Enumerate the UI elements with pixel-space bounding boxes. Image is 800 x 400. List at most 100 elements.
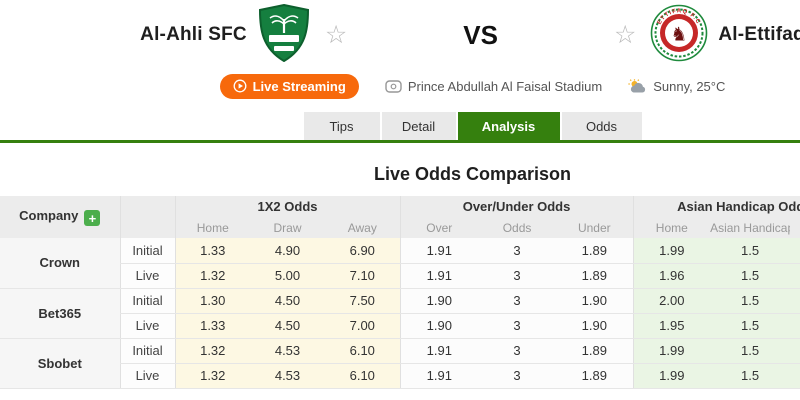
odds-ah-handicap: 1.5 xyxy=(710,313,791,339)
tab-tips[interactable]: Tips xyxy=(303,112,380,140)
analysis-panel: Live Odds Comparison Company + 1X2 Odds O… xyxy=(0,164,800,389)
odds-ah-away-hidden xyxy=(790,338,800,364)
odds-1x2-away: 6.10 xyxy=(325,363,401,389)
tab-underline xyxy=(0,140,800,143)
odds-ou-under: 1.89 xyxy=(556,263,634,289)
group-header-1x2: 1X2 Odds xyxy=(175,196,401,217)
tab-detail[interactable]: Detail xyxy=(381,112,456,140)
odds-ah-away-hidden xyxy=(790,313,800,339)
odds-1x2-home: 1.33 xyxy=(175,313,250,339)
live-streaming-label: Live Streaming xyxy=(252,78,346,94)
home-team-name: Al-Ahli SFC xyxy=(140,24,247,45)
sub-header-1x2-draw: Draw xyxy=(250,217,325,238)
tabs: Tips Detail Analysis Odds xyxy=(0,112,800,140)
home-favorite-star-icon[interactable]: ☆ xyxy=(324,20,348,49)
odds-ah-away-hidden xyxy=(790,263,800,289)
group-header-over-under: Over/Under Odds xyxy=(399,196,634,217)
odds-ou-odds: 3 xyxy=(478,238,557,264)
add-company-button[interactable]: + xyxy=(84,210,101,227)
odds-ou-over: 1.91 xyxy=(399,238,479,264)
odds-1x2-home: 1.30 xyxy=(175,288,250,314)
company-header-label: Company xyxy=(19,207,79,223)
odds-row-sbobet-live: Live 1.32 4.53 6.10 1.91 3 1.89 1.99 1.5 xyxy=(0,363,800,389)
odds-1x2-home: 1.33 xyxy=(175,238,250,264)
stage-cell: Live xyxy=(119,363,176,389)
tab-bar: Tips Detail Analysis Odds xyxy=(0,112,800,143)
odds-ah-away-hidden xyxy=(790,363,800,389)
sub-header-1x2-away: Away xyxy=(325,217,401,238)
stage-cell: Live xyxy=(119,263,176,289)
odds-row-bet365-live: Live 1.33 4.50 7.00 1.90 3 1.90 1.95 1.5 xyxy=(0,313,800,339)
odds-ah-handicap: 1.5 xyxy=(710,338,791,364)
live-streaming-button[interactable]: Live Streaming xyxy=(219,73,359,99)
odds-ou-odds: 3 xyxy=(478,338,557,364)
odds-ah-handicap: 1.5 xyxy=(710,288,791,314)
odds-1x2-draw: 4.53 xyxy=(250,338,325,364)
sub-header-ah-away-hidden xyxy=(790,217,800,238)
sub-header-ou-over: Over xyxy=(399,217,479,238)
odds-ou-over: 1.90 xyxy=(399,288,479,314)
plus-icon: + xyxy=(88,210,97,226)
shield-badge-icon xyxy=(258,3,309,62)
odds-1x2-home: 1.32 xyxy=(175,363,250,389)
odds-ou-under: 1.89 xyxy=(556,363,634,389)
home-team: Al-Ahli SFC ☆ xyxy=(140,3,348,67)
odds-ah-away-hidden xyxy=(790,238,800,264)
circle-badge-icon: ETTIFAQ F.C ♞ xyxy=(651,4,708,61)
sub-header-ah-handicap: Asian Handicap xyxy=(710,217,791,238)
company-cell: Crown xyxy=(0,238,120,289)
odds-1x2-draw: 4.50 xyxy=(250,313,325,339)
stage-header-cell xyxy=(120,196,176,238)
odds-row-crown-initial: Crown Initial 1.33 4.90 6.90 1.91 3 1.89 1.99 1.5 xyxy=(0,238,800,289)
teams-row: Al-Ahli SFC ☆ VS ☆ xyxy=(0,0,800,64)
stage-cell: Live xyxy=(119,313,176,339)
play-icon xyxy=(233,79,247,93)
odds-1x2-draw: 4.53 xyxy=(250,363,325,389)
odds-ah-home: 1.96 xyxy=(632,263,711,289)
page-title: Live Odds Comparison xyxy=(373,164,572,184)
odds-ah-handicap: 1.5 xyxy=(710,238,791,264)
stage-cell: Initial xyxy=(119,238,176,264)
away-favorite-star-icon[interactable]: ☆ xyxy=(613,20,637,49)
odds-ou-over: 1.91 xyxy=(399,338,479,364)
odds-1x2-draw: 5.00 xyxy=(250,263,325,289)
weather-info: Sunny, 25°C xyxy=(628,79,725,94)
odds-ou-odds: 3 xyxy=(478,363,557,389)
sub-header-row: Home Draw Away Over Odds Under Home Asia… xyxy=(0,217,800,238)
odds-row-crown-live: Live 1.32 5.00 7.10 1.91 3 1.89 1.96 1.5 xyxy=(0,263,800,289)
page: Al-Ahli SFC ☆ VS ☆ xyxy=(0,0,800,389)
odds-ou-under: 1.90 xyxy=(556,313,634,339)
company-cell: Bet365 xyxy=(0,288,120,339)
odds-1x2-draw: 4.50 xyxy=(250,288,325,314)
odds-1x2-draw: 4.90 xyxy=(250,238,325,264)
odds-1x2-away: 7.50 xyxy=(325,288,401,314)
home-team-logo xyxy=(257,3,311,67)
odds-table-body: Crown Initial 1.33 4.90 6.90 1.91 3 1.89 1.99 1.5… xyxy=(0,238,800,389)
odds-ou-under: 1.90 xyxy=(556,288,634,314)
company-header-cell: Company + xyxy=(0,196,121,238)
odds-1x2-away: 7.10 xyxy=(325,263,401,289)
stadium-icon xyxy=(385,79,402,93)
weather-label: Sunny, 25°C xyxy=(653,78,726,94)
odds-ou-odds: 3 xyxy=(478,288,557,314)
odds-ou-over: 1.91 xyxy=(399,263,479,289)
odds-ou-over: 1.90 xyxy=(399,313,479,339)
odds-ou-odds: 3 xyxy=(478,263,557,289)
odds-1x2-away: 6.90 xyxy=(325,238,401,264)
tab-odds[interactable]: Odds xyxy=(561,112,642,140)
odds-ah-home: 1.99 xyxy=(632,338,711,364)
venue-info: Prince Abdullah Al Faisal Stadium xyxy=(385,79,602,94)
sub-header-ah-home: Home xyxy=(632,217,711,238)
away-team-name: Al-Ettifaq xyxy=(718,24,800,45)
odds-ou-under: 1.89 xyxy=(556,338,634,364)
odds-ah-home: 2.00 xyxy=(632,288,711,314)
odds-1x2-away: 6.10 xyxy=(325,338,401,364)
odds-ah-home: 1.99 xyxy=(632,363,711,389)
odds-ah-handicap: 1.5 xyxy=(710,263,791,289)
odds-ah-handicap: 1.5 xyxy=(710,363,791,389)
odds-ou-under: 1.89 xyxy=(556,238,634,264)
odds-comparison-table: Company + 1X2 Odds Over/Under Odds Asian … xyxy=(0,196,800,389)
stage-cell: Initial xyxy=(119,288,176,314)
tab-analysis[interactable]: Analysis xyxy=(457,112,560,140)
odds-row-bet365-initial: Bet365 Initial 1.30 4.50 7.50 1.90 3 1.90 2.00 1.… xyxy=(0,288,800,339)
